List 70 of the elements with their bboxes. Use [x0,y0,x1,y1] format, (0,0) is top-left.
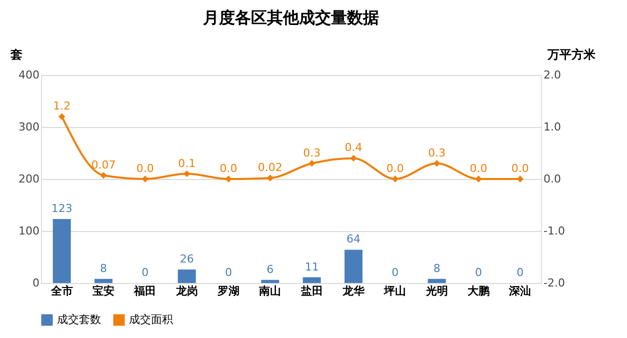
legend-label: 成交套数 [57,313,101,326]
point [266,174,274,182]
point [308,160,316,167]
data-label: 0.0 [470,162,488,175]
y-tick-label: 200 [18,172,40,186]
data-label: 6 [266,262,274,276]
x-tick-label: 盐田 [300,284,323,298]
data-label: 0.0 [220,162,238,175]
y2-tick-label: 0.0 [544,172,561,186]
data-label: 11 [304,260,319,274]
y2-tick-label: -2.0 [544,276,565,290]
x-tick-label: 南山 [258,284,282,298]
bar [302,277,321,283]
data-label: 0.3 [428,146,446,160]
point [142,176,149,182]
y-tick-label: 300 [18,120,40,134]
bar [428,278,446,283]
bar [52,219,71,283]
data-label: 0.07 [91,158,116,172]
point [183,170,190,178]
y2-tick-label: -1.0 [544,224,565,238]
x-tick-label: 坪山 [383,284,406,298]
x-tick-label: 大鹏 [468,284,490,298]
data-label: 0.0 [386,162,404,175]
y-tick-label: 0 [32,276,40,290]
data-label: 0.3 [303,146,321,160]
data-label: 1.2 [53,100,71,113]
point [475,176,482,182]
x-tick-label: 宝安 [92,284,114,298]
y2-tick-label: 2.0 [544,68,561,82]
point [58,113,66,120]
data-label: 0 [392,266,399,279]
bar [178,269,196,283]
y-tick-label: 100 [18,224,40,238]
legend-label: 成交面积 [129,313,173,326]
x-tick-label: 福田 [133,284,156,298]
data-label: 0.0 [511,162,529,175]
bar [261,280,280,283]
point [516,176,524,182]
bar [94,278,112,283]
x-tick-label: 光明 [424,284,448,298]
data-label: 8 [100,262,107,275]
y-tick-label: 400 [18,68,40,82]
data-label: 0.0 [136,162,154,175]
data-label: 0 [142,266,149,279]
data-label: 123 [51,202,72,216]
point [100,172,107,179]
data-label: 0.02 [258,160,282,174]
x-tick-label: 深汕 [508,284,532,298]
x-tick-label: 龙岗 [174,284,198,298]
x-tick-label: 罗湖 [216,284,240,298]
x-tick-label: 全市 [50,284,73,298]
point [225,176,232,182]
point [392,176,399,182]
y2-axis-title: 万平方米 [546,48,596,62]
y2-tick-label: 1.0 [544,120,561,134]
data-label: 0.4 [344,141,362,154]
chart-title: 月度各区其他成交量数据 [202,8,379,27]
point [433,160,440,167]
data-label: 0 [475,266,482,279]
x-tick-label: 龙华 [342,284,366,298]
point [350,154,357,162]
data-label: 0 [516,266,524,279]
data-label: 8 [433,262,440,275]
data-label: 64 [346,232,360,246]
data-label: 0.1 [178,156,196,170]
y-axis-title: 套 [10,48,22,62]
bar [344,250,362,283]
data-label: 26 [180,252,194,266]
data-label: 0 [225,266,232,279]
